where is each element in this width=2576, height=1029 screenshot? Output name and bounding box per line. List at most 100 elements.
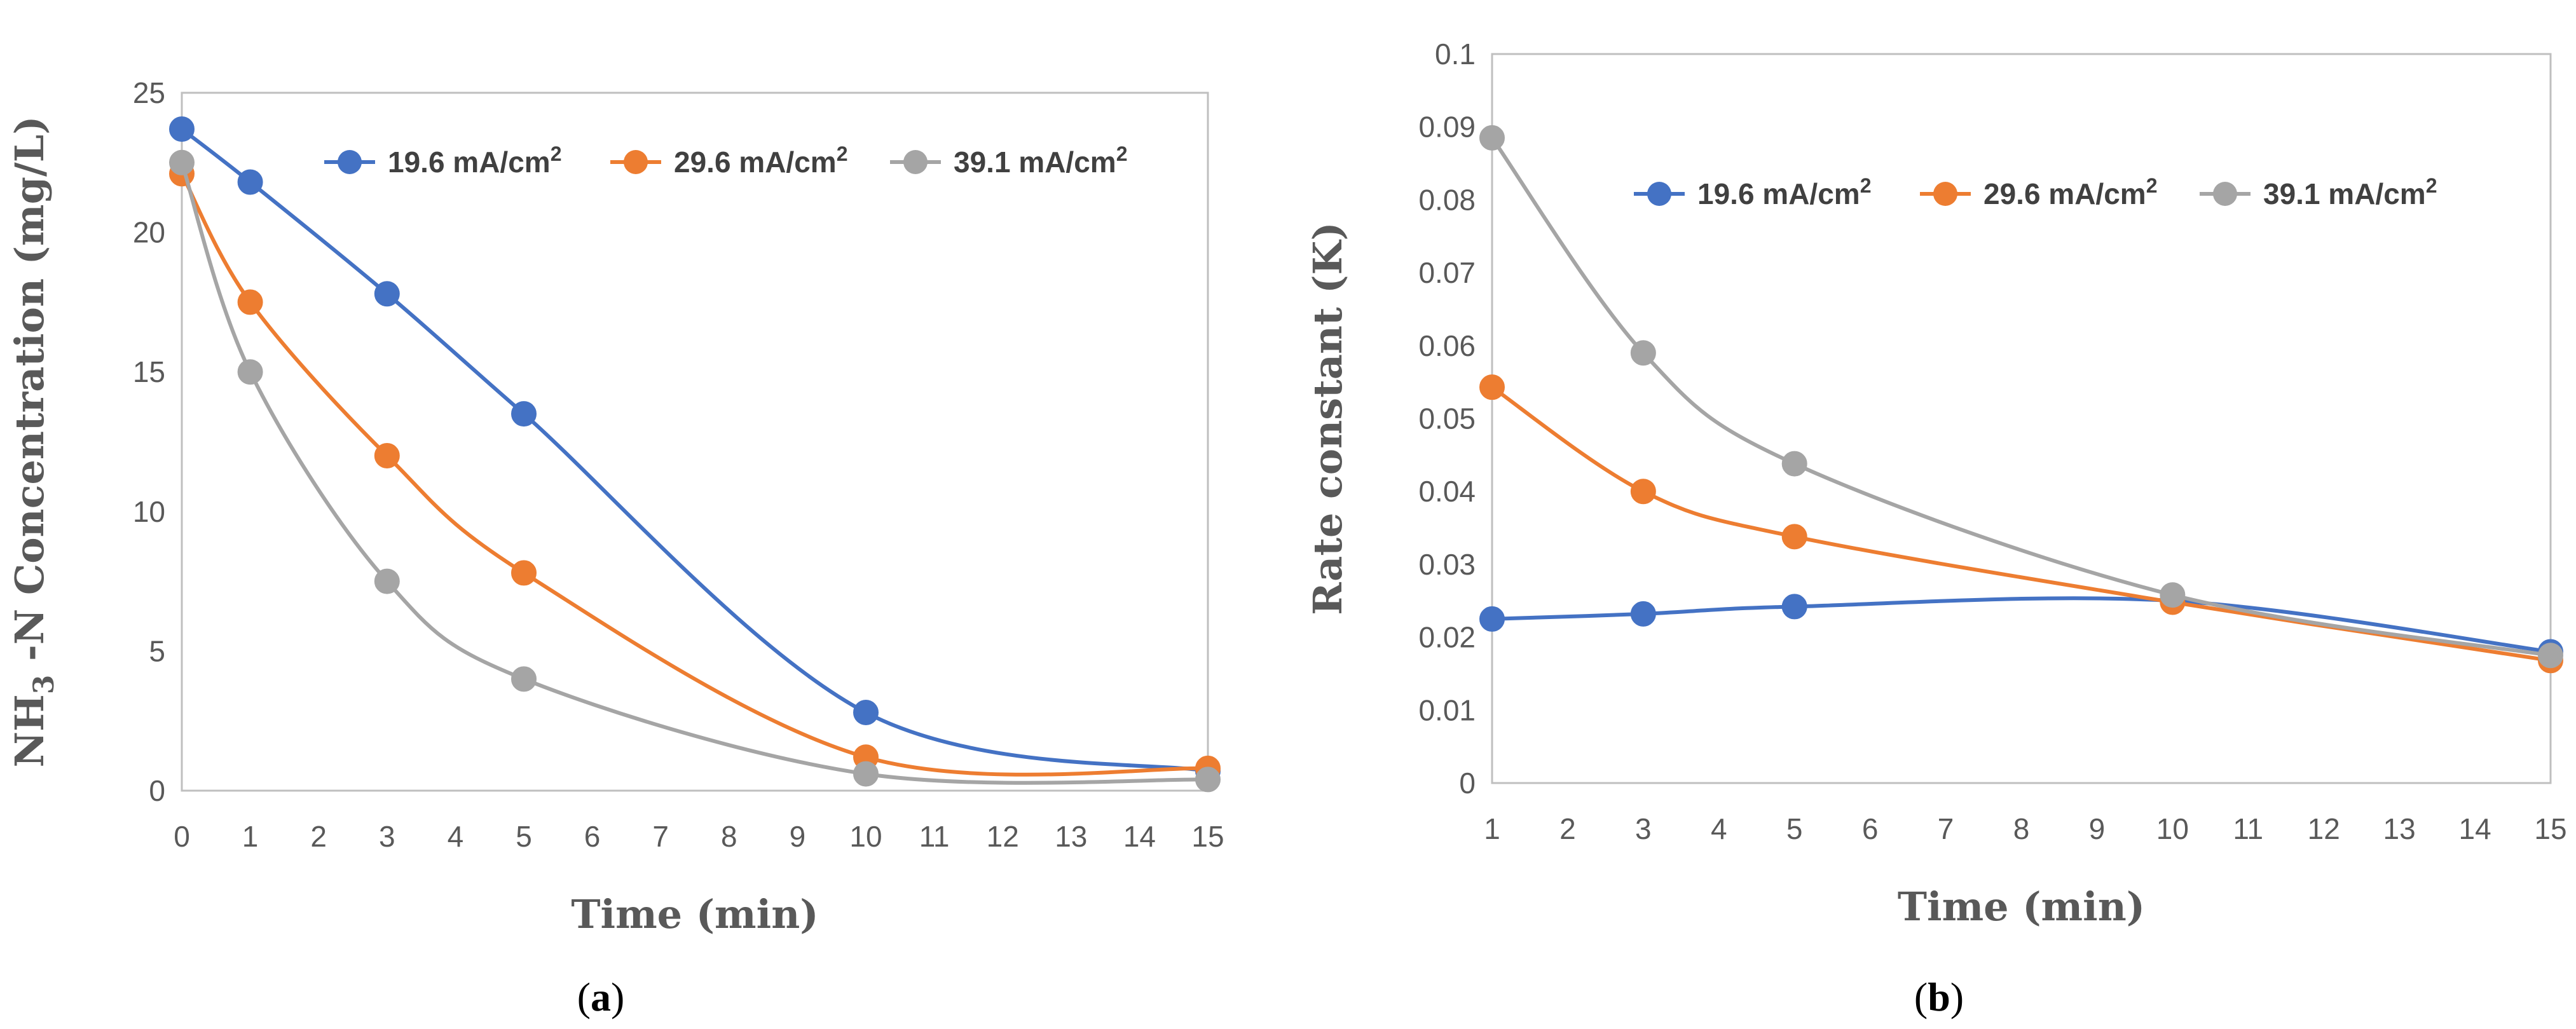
data-point-series-2 (1479, 374, 1505, 400)
y-tick-label: 0.02 (1418, 621, 1476, 654)
x-tick-label: 9 (790, 820, 806, 853)
data-point-series-3 (1479, 125, 1505, 151)
data-point-series-3 (2160, 582, 2186, 608)
legend-item-2: 29.6 mA/cm2 (610, 142, 848, 179)
legend-label-text: 29.6 mA/cm (1983, 177, 2146, 210)
x-tick-label: 7 (652, 820, 669, 853)
data-point-series-2 (511, 560, 537, 586)
legend-label-superscript: 2 (2426, 174, 2437, 197)
x-tick-label: 14 (2458, 812, 2491, 845)
y-tick-label: 15 (133, 355, 165, 388)
x-tick-label: 8 (721, 820, 737, 853)
legend-label: 39.1 mA/cm2 (2263, 174, 2437, 210)
y-tick-label: 0.01 (1418, 693, 1476, 726)
legend-label-text: 19.6 mA/cm (1697, 177, 1860, 210)
y-tick-label: 0.06 (1418, 329, 1476, 362)
series-line-1 (181, 127, 1209, 773)
legend-label: 39.1 mA/cm2 (954, 142, 1128, 179)
panel-label-open: ( (577, 974, 591, 1019)
data-point-series-3 (1630, 340, 1656, 366)
legend-label-text: 29.6 mA/cm (674, 146, 837, 179)
y-axis-title: NH3 -N Concentration (mg/L) (6, 116, 60, 767)
y-tick-label: 0.05 (1418, 402, 1476, 435)
data-point-series-1 (169, 116, 195, 142)
data-point-series-3 (169, 149, 195, 175)
y-axis-title-rest: -N Concentration (mg/L) (6, 116, 53, 674)
y-tick-label: 0.07 (1418, 256, 1476, 289)
plot-area-frame (181, 92, 1209, 792)
data-point-series-3 (374, 568, 400, 594)
data-point-series-3 (511, 666, 537, 692)
x-tick-label: 12 (987, 820, 1019, 853)
legend-label: 29.6 mA/cm2 (1983, 174, 2158, 210)
legend-marker (903, 150, 928, 174)
x-tick-label: 9 (2089, 812, 2106, 845)
data-point-series-3 (1781, 451, 1807, 477)
y-tick-label: 0 (1459, 767, 1476, 800)
y-tick-label: 0.1 (1435, 37, 1476, 71)
legend-label-superscript: 2 (551, 142, 562, 165)
x-axis-title: Time (min) (1898, 883, 2145, 930)
data-point-series-3 (853, 761, 879, 787)
legend-item-1: 19.6 mA/cm2 (324, 142, 562, 179)
legend-item-3: 39.1 mA/cm2 (2200, 174, 2437, 210)
legend-label: 19.6 mA/cm2 (388, 142, 562, 179)
panel-label-open: ( (1914, 974, 1928, 1019)
panel-label: (b) (1914, 974, 1964, 1019)
y-tick-label: 5 (149, 634, 165, 667)
legend-label-superscript: 2 (2146, 174, 2158, 197)
y-tick-label: 10 (133, 495, 165, 528)
y-axis-title-main: Rate constant (K) (1305, 222, 1351, 615)
x-tick-label: 1 (242, 820, 259, 853)
data-point-series-2 (1630, 479, 1656, 505)
x-tick-label: 0 (174, 820, 190, 853)
x-tick-label: 15 (2534, 812, 2566, 845)
series-line-1 (1491, 596, 2551, 654)
x-tick-label: 11 (2233, 812, 2263, 845)
x-tick-label: 6 (1862, 812, 1879, 845)
x-tick-label: 6 (584, 820, 601, 853)
legend-label-text: 39.1 mA/cm (2263, 177, 2426, 210)
data-point-series-3 (1195, 767, 1221, 793)
x-tick-label: 13 (2383, 812, 2416, 845)
data-point-series-1 (1630, 601, 1656, 627)
data-point-series-2 (1781, 524, 1807, 550)
data-point-series-1 (1781, 594, 1807, 620)
y-tick-label: 0.04 (1418, 475, 1476, 508)
data-point-series-2 (374, 442, 400, 468)
legend-label: 29.6 mA/cm2 (674, 142, 848, 179)
x-tick-label: 3 (379, 820, 395, 853)
y-axis-title-main: NH (6, 694, 53, 767)
x-tick-label: 11 (919, 820, 950, 853)
y-axis-title: Rate constant (K) (1305, 222, 1351, 615)
legend-item-3: 39.1 mA/cm2 (890, 142, 1128, 179)
x-tick-label: 2 (1559, 812, 1576, 845)
data-point-series-1 (853, 700, 879, 726)
data-point-series-2 (237, 289, 263, 315)
x-tick-label: 8 (2013, 812, 2030, 845)
panel-label-letter: a (591, 974, 611, 1019)
chart-b: 0 0.01 0.02 0.03 0.04 0.05 0.06 0.07 0.08 0.09 0.1… (1305, 37, 2567, 1019)
x-tick-label: 13 (1055, 820, 1087, 853)
legend-label-text: 19.6 mA/cm (388, 146, 551, 179)
data-point-series-3 (2538, 643, 2563, 669)
y-tick-label: 20 (133, 216, 165, 249)
x-tick-label: 5 (1786, 812, 1803, 845)
legend: 19.6 mA/cm2 29.6 mA/cm2 39.1 mA/cm2 (1634, 174, 2437, 210)
y-tick-label: 0.09 (1418, 111, 1476, 144)
legend: 19.6 mA/cm2 29.6 mA/cm2 39.1 mA/cm2 (324, 142, 1128, 179)
data-point-series-1 (237, 169, 263, 195)
data-point-series-1 (1479, 606, 1505, 632)
x-tick-label: 3 (1635, 812, 1652, 845)
data-point-series-3 (237, 359, 263, 385)
legend-marker (338, 150, 362, 174)
panel-label-close: ) (611, 974, 624, 1019)
legend-marker (1933, 182, 1957, 206)
x-tick-label: 15 (1191, 820, 1224, 853)
panel-label-letter: b (1928, 974, 1950, 1019)
x-tick-label: 2 (310, 820, 327, 853)
y-tick-label: 0 (149, 774, 165, 807)
panel-label-close: ) (1950, 974, 1964, 1019)
